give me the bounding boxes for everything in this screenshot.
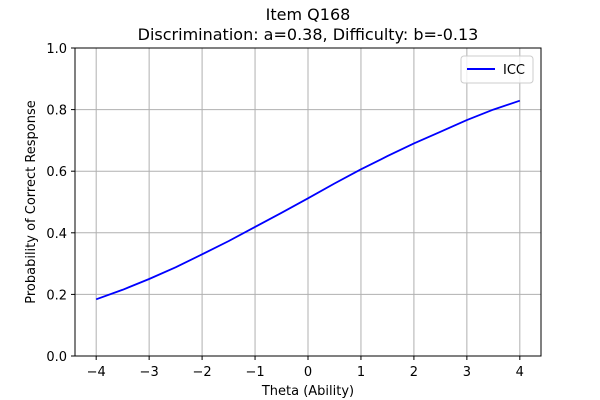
x-tick-label: 1 bbox=[357, 365, 365, 380]
chart-subtitle: Discrimination: a=0.38, Difficulty: b=-0… bbox=[138, 25, 479, 44]
series-layer bbox=[95, 99, 521, 301]
x-axis-label: Theta (Ability) bbox=[261, 384, 354, 399]
x-tick-label: −4 bbox=[87, 365, 106, 380]
x-tick-label: −3 bbox=[140, 365, 159, 380]
legend-label-icc: ICC bbox=[503, 63, 525, 78]
y-tick-label: 0.8 bbox=[46, 104, 67, 119]
x-tick-label: 2 bbox=[410, 365, 418, 380]
x-tick-label: −2 bbox=[193, 365, 212, 380]
y-axis-label: Probability of Correct Response bbox=[24, 100, 39, 304]
x-tick-label: 3 bbox=[463, 365, 471, 380]
y-tick-label: 0.2 bbox=[46, 288, 67, 303]
y-tick-label: 0.4 bbox=[46, 227, 67, 242]
y-tick-label: 1.0 bbox=[46, 42, 67, 57]
grid-layer bbox=[75, 47, 541, 357]
x-tick-label: 4 bbox=[516, 365, 524, 380]
y-tick-label: 0.6 bbox=[46, 165, 67, 180]
tick-layer: −4 −3 −2 −1 0 1 2 3 4 0.0 0.2 0.4 0.6 0.8 1.0 bbox=[46, 42, 524, 380]
series-line-icc bbox=[95, 99, 521, 301]
x-tick-label: 0 bbox=[304, 365, 312, 380]
legend: ICC bbox=[460, 55, 534, 84]
legend-box bbox=[460, 55, 534, 84]
x-tick-label: −1 bbox=[245, 365, 264, 380]
chart-title: Item Q168 bbox=[266, 5, 351, 24]
y-tick-label: 0.0 bbox=[46, 350, 67, 365]
